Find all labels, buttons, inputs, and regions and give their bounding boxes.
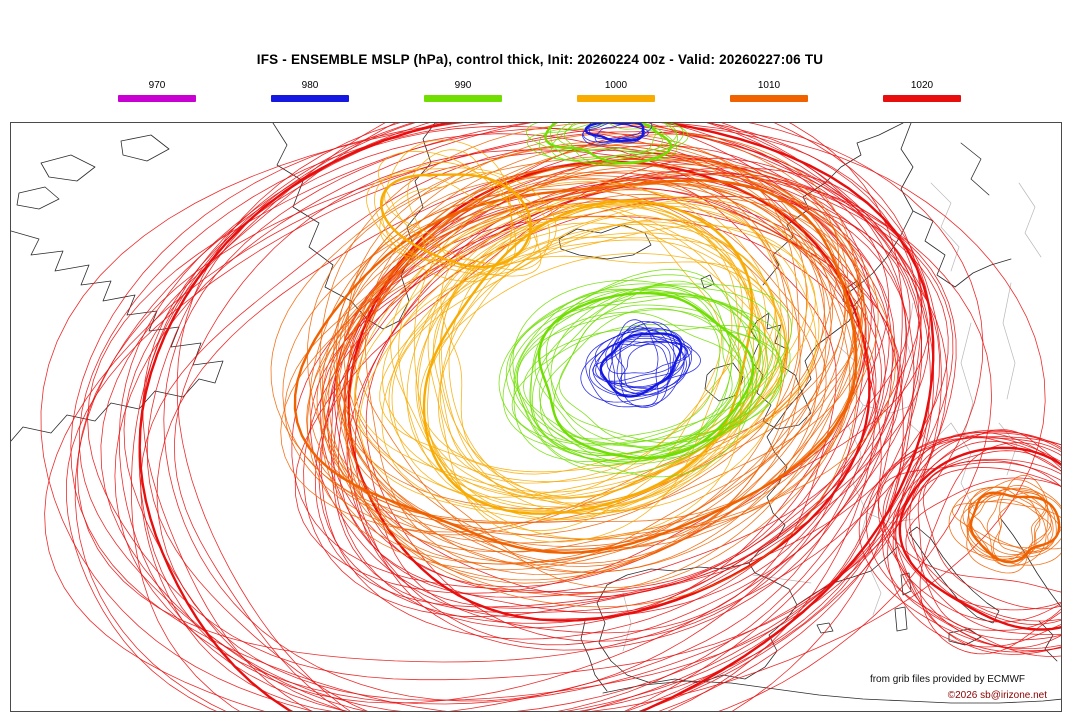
attribution-source: from grib files provided by ECMWF — [869, 674, 1025, 685]
legend-label: 970 — [148, 80, 166, 91]
legend-color-bar — [424, 95, 502, 102]
legend-label: 1000 — [604, 80, 628, 91]
ensemble-contours-layer — [40, 123, 1061, 711]
attribution-copyright: ©2026 sb@irizone.net — [947, 690, 1047, 701]
legend-color-bar — [730, 95, 808, 102]
legend-color-bar — [271, 95, 349, 102]
legend-item-980: 980 — [271, 80, 349, 102]
legend-item-1010: 1010 — [730, 80, 808, 102]
legend-color-bar — [577, 95, 655, 102]
ensemble-spaghetti-map — [11, 123, 1061, 711]
legend-item-970: 970 — [118, 80, 196, 102]
map-frame: from grib files provided by ECMWF ©2026 … — [10, 122, 1062, 712]
chart-title: IFS - ENSEMBLE MSLP (hPa), control thick… — [256, 52, 824, 67]
legend-item-1020: 1020 — [883, 80, 961, 102]
legend-label: 1010 — [757, 80, 781, 91]
legend-label: 1020 — [910, 80, 934, 91]
legend-label: 990 — [454, 80, 472, 91]
legend-item-990: 990 — [424, 80, 502, 102]
legend-color-bar — [118, 95, 196, 102]
pressure-legend: 970 980 990 1000 1010 1020 — [118, 80, 961, 102]
legend-color-bar — [883, 95, 961, 102]
legend-label: 980 — [301, 80, 319, 91]
legend-item-1000: 1000 — [577, 80, 655, 102]
